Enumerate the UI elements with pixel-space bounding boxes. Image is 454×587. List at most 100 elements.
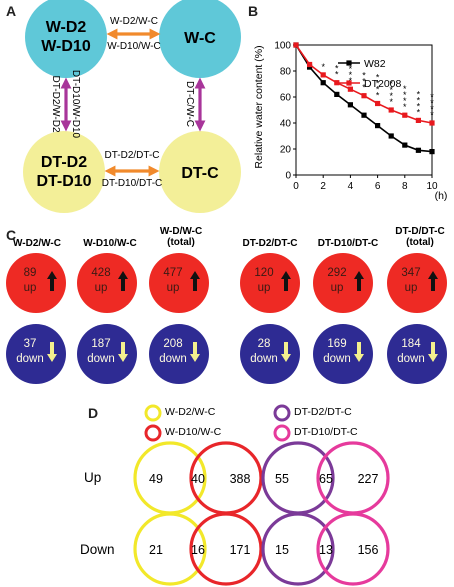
group-title-w-d10-text: W-D10/W-C	[83, 238, 137, 249]
group-title-w-d10: W-D10/W-C	[70, 238, 150, 249]
up-circle-dt-d10: 292 up	[313, 253, 373, 313]
down-count: 169	[327, 338, 347, 350]
down-circle-dt-d2: 28 down	[240, 324, 300, 384]
significance-star: *	[349, 70, 353, 80]
significance-star: *	[403, 102, 407, 112]
significance-star: *	[362, 83, 366, 93]
venn-dt-up-overlap: 65	[319, 472, 333, 486]
significance-star: *	[349, 64, 353, 74]
down-circle-w-d10: 187 down	[77, 324, 137, 384]
panel-a-network: W-D2 W-D10 W-C DT-D2 DT-D10 DT-C W-D2/W-…	[23, 0, 241, 213]
legend-label-w-d2: W-D2/W-C	[165, 406, 216, 418]
up-arrow-icon	[190, 271, 200, 291]
data-point-dt2008	[293, 42, 299, 48]
node-dt-control	[159, 131, 241, 213]
group-title-w-d2-text: W-D2/W-C	[13, 238, 61, 249]
legend-label-dt2008: DT2008	[364, 78, 402, 90]
node-w-drought	[25, 0, 107, 78]
data-point-dt2008	[402, 112, 408, 118]
up-arrow-icon	[428, 271, 438, 291]
edge-left-label-1: DT-D2/W-D2	[50, 75, 61, 132]
venn-dt-down-right	[316, 512, 390, 586]
y-tick-label: 20	[280, 145, 292, 156]
significance-star: *	[376, 85, 380, 95]
legend-dot-dt-d10	[273, 424, 291, 442]
significance-star: *	[389, 79, 393, 89]
node-dt-drought-line2: DT-D10	[36, 173, 91, 190]
significance-star: *	[389, 85, 393, 95]
down-circle-dt-total: 184 down	[387, 324, 447, 384]
significance-star: *	[376, 73, 380, 83]
legend-dot-w-d2	[144, 404, 162, 422]
x-tick-label: 0	[293, 181, 299, 192]
chart-ylabel: Relative water content (%)	[253, 45, 265, 168]
significance-star: *	[430, 92, 434, 102]
group-title-dt-d10: DT-D10/DT-C	[308, 238, 388, 249]
group-title-w-total-sub: (total)	[167, 237, 195, 248]
edge-bottom-label-2: DT-D10/DT-C	[102, 178, 163, 189]
significance-star: *	[335, 64, 339, 74]
down-count: 187	[91, 338, 111, 350]
down-count: 37	[23, 338, 37, 350]
significance-star: *	[403, 96, 407, 106]
panel-c-letter: C	[6, 227, 17, 243]
up-count: 292	[327, 267, 347, 279]
up-word: up	[330, 282, 344, 294]
venn-dt-up-only-left: 55	[275, 472, 289, 486]
down-word: down	[323, 353, 351, 365]
venn-dt-down-only-left: 15	[275, 543, 289, 557]
legend-label-w-d10: W-D10/W-C	[165, 426, 222, 438]
node-dt-drought-line1: DT-D2	[41, 154, 87, 171]
data-point-w82	[334, 91, 340, 97]
down-word: down	[250, 353, 278, 365]
group-title-w-total-text: W-D/W-C	[159, 226, 203, 237]
up-word: up	[94, 282, 108, 294]
significance-star: *	[430, 104, 434, 114]
down-circle-dt-d10: 169 down	[313, 324, 373, 384]
up-word: up	[23, 282, 37, 294]
significance-star: *	[430, 98, 434, 108]
node-w-control-label: W-C	[184, 30, 216, 47]
edge-top-label-1: W-D2/W-C	[110, 16, 158, 27]
y-tick-label: 40	[280, 119, 292, 130]
venn-dt-down-only-right: 156	[358, 543, 379, 557]
node-dt-drought	[23, 131, 105, 213]
group-title-dt-total: DT-D/DT-C (total)	[386, 226, 454, 248]
significance-star: *	[417, 101, 421, 111]
significance-star: *	[417, 89, 421, 99]
group-title-w-d2: W-D2/W-C	[0, 238, 74, 249]
venn-dt-down-overlap: 13	[319, 543, 333, 557]
venn-w-up-only-left: 49	[149, 472, 163, 486]
node-w-drought-line2: W-D10	[41, 38, 91, 55]
venn-w-down-right	[189, 512, 263, 586]
panel-d-venn: 49 40 388 55 65 227 21 16 171 15 13 156	[133, 404, 390, 586]
down-word: down	[397, 353, 425, 365]
significance-star: *	[376, 91, 380, 101]
x-tick-label: 4	[348, 181, 354, 192]
group-title-dt-d10-text: DT-D10/DT-C	[317, 238, 379, 249]
up-circle-w-d10: 428 up	[77, 253, 137, 313]
significance-star: *	[376, 79, 380, 89]
chart-x-unit: (h)	[435, 190, 448, 202]
significance-star: *	[403, 84, 407, 94]
venn-w-down-only-left: 21	[149, 543, 163, 557]
legend-dot-dt-d2	[273, 404, 291, 422]
significance-star: *	[321, 62, 325, 72]
up-count: 477	[163, 267, 183, 279]
y-tick-label: 100	[274, 41, 291, 52]
up-circle-w-d2: 89 up	[6, 253, 66, 313]
up-word: up	[404, 282, 418, 294]
significance-star: *	[335, 70, 339, 80]
node-w-control	[159, 0, 241, 78]
down-arrow-icon	[190, 342, 200, 362]
y-tick-label: 0	[285, 171, 291, 182]
down-arrow-icon	[428, 342, 438, 362]
up-arrow-icon	[281, 271, 291, 291]
up-circle-dt-d2: 120 up	[240, 253, 300, 313]
significance-star: *	[362, 77, 366, 87]
panel-b-letter: B	[248, 3, 259, 19]
up-circle-dt-total: 347 up	[387, 253, 447, 313]
up-count: 89	[23, 267, 37, 279]
panel-b-chart: Relative water content (%) (h) 020406080…	[253, 41, 447, 203]
